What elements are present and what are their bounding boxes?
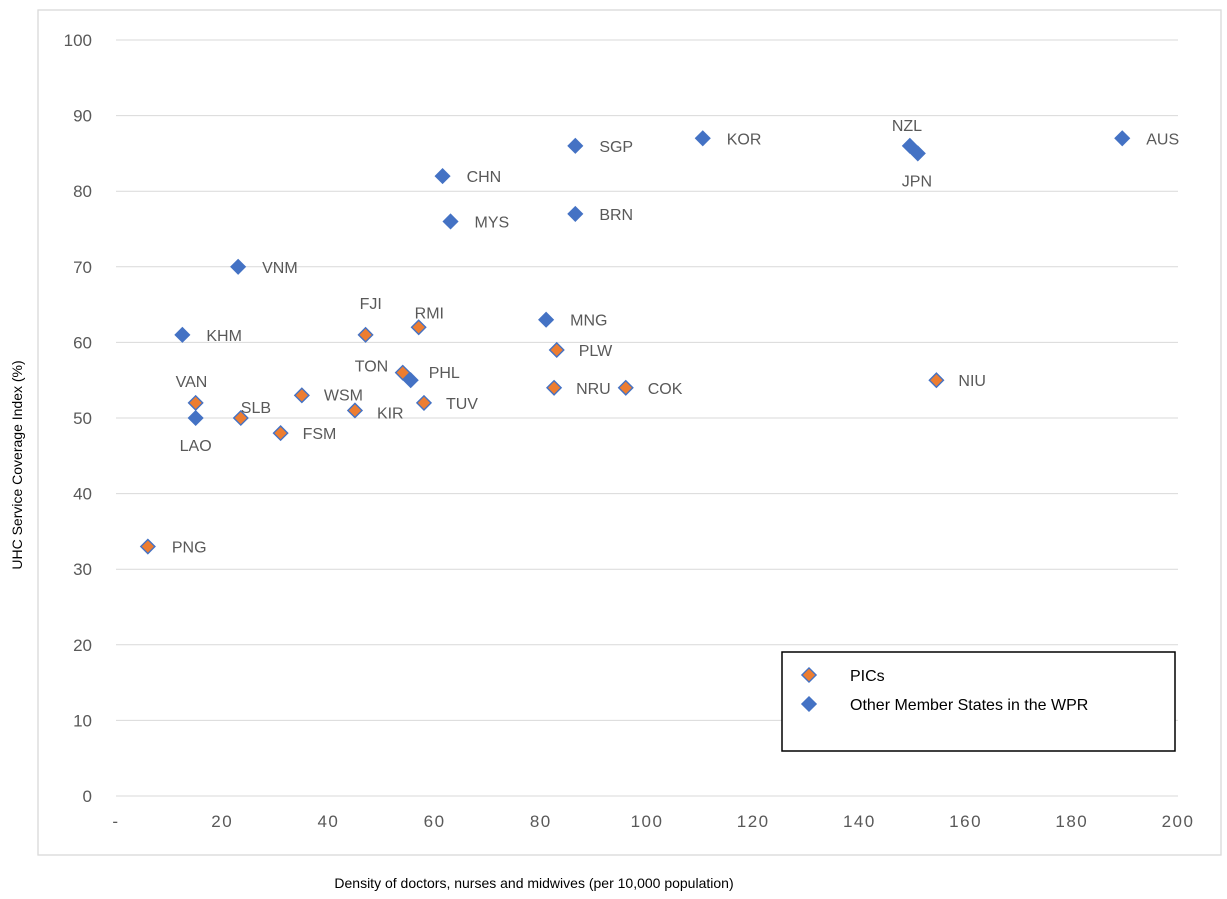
point-label-lao: LAO <box>180 438 212 455</box>
point-lao <box>187 409 204 427</box>
point-label-mys: MYS <box>475 214 510 231</box>
x-axis-ticks: - 20 40 60 80 100 120 140 160 180 200 <box>112 812 1195 831</box>
point-label-jpn: JPN <box>902 173 932 190</box>
legend: PICs Other Member States in the WPR <box>781 651 1176 752</box>
point-sgp <box>567 137 584 154</box>
x-tick-label: 140 <box>843 812 876 831</box>
x-tick-label: 180 <box>1055 812 1088 831</box>
point-fji <box>357 326 374 343</box>
point-label-fsm: FSM <box>303 426 337 443</box>
x-tick-label: 100 <box>631 812 664 831</box>
y-axis-ticks: 0 10 20 30 40 50 60 70 80 90 100 <box>64 31 92 806</box>
point-nzl <box>901 137 918 154</box>
point-png <box>139 538 156 555</box>
point-slb <box>232 409 249 427</box>
point-rmi <box>410 319 427 336</box>
y-tick-label: 90 <box>73 107 92 126</box>
point-label-vnm: VNM <box>262 260 298 277</box>
x-tick-label: 60 <box>424 812 446 831</box>
point-label-slb: SLB <box>241 400 271 417</box>
point-plw <box>548 341 565 359</box>
point-chn <box>434 168 451 185</box>
y-tick-label: 100 <box>64 31 92 50</box>
x-tick-label: 120 <box>737 812 770 831</box>
point-label-ton: TON <box>355 359 388 376</box>
y-tick-label: 10 <box>73 711 92 730</box>
point-label-nzl: NZL <box>892 118 922 135</box>
y-tick-label: 20 <box>73 636 92 655</box>
y-tick-label: 0 <box>83 787 92 806</box>
y-tick-label: 70 <box>73 258 92 277</box>
point-brn <box>567 205 584 222</box>
point-vnm <box>230 258 247 275</box>
point-label-wsm: WSM <box>324 387 363 404</box>
gridlines <box>116 39 1178 797</box>
point-label-aus: AUS <box>1146 131 1179 148</box>
y-tick-label: 50 <box>73 409 92 428</box>
point-labels: PNG VAN SLB FSM WSM KIR FJI TON RMI TUV NRU PLW COK N… <box>172 118 1179 557</box>
point-label-kir: KIR <box>377 405 404 422</box>
point-cok <box>617 379 634 396</box>
point-label-brn: BRN <box>599 207 633 224</box>
point-label-phl: PHL <box>429 365 460 382</box>
point-label-mng: MNG <box>570 313 607 330</box>
point-label-van: VAN <box>176 374 208 391</box>
data-points <box>139 130 1131 555</box>
x-tick-label: 40 <box>317 812 339 831</box>
point-van <box>187 394 204 411</box>
point-ton <box>394 364 411 381</box>
point-kir <box>346 402 364 419</box>
legend-marker-pics <box>800 666 818 684</box>
point-fsm <box>272 425 289 442</box>
x-tick-label: - <box>112 812 119 831</box>
point-mng <box>538 311 555 328</box>
point-label-plw: PLW <box>579 343 613 360</box>
point-phl <box>402 372 419 389</box>
x-tick-label: 160 <box>949 812 982 831</box>
point-label-niu: NIU <box>958 373 986 390</box>
legend-marker-other <box>800 695 818 713</box>
point-khm <box>174 326 191 343</box>
x-tick-label: 80 <box>530 812 552 831</box>
point-tuv <box>415 394 433 411</box>
point-aus <box>1114 130 1131 147</box>
x-tick-label: 200 <box>1162 812 1195 831</box>
point-jpn <box>909 145 926 162</box>
point-wsm <box>293 387 310 404</box>
point-label-sgp: SGP <box>599 139 633 156</box>
point-nru <box>546 379 563 396</box>
point-label-khm: KHM <box>206 328 242 345</box>
y-tick-label: 80 <box>73 182 92 201</box>
point-label-tuv: TUV <box>446 396 478 413</box>
legend-label-other: Other Member States in the WPR <box>850 697 1088 714</box>
legend-label-pics: PICs <box>850 668 885 685</box>
point-label-fji: FJI <box>360 296 382 313</box>
x-tick-label: 20 <box>211 812 233 831</box>
y-tick-label: 40 <box>73 485 92 504</box>
x-axis-title: Density of doctors, nurses and midwives … <box>334 875 733 891</box>
y-tick-label: 60 <box>73 333 92 352</box>
point-label-chn: CHN <box>467 169 502 186</box>
legend-box <box>781 651 1176 752</box>
point-niu <box>928 372 945 389</box>
point-mys <box>442 213 459 230</box>
point-label-cok: COK <box>648 381 683 398</box>
y-axis-title: UHC Service Coverage Index (%) <box>9 360 25 569</box>
point-label-rmi: RMI <box>415 305 444 322</box>
point-label-png: PNG <box>172 540 207 557</box>
point-kor <box>694 130 711 147</box>
y-tick-label: 30 <box>73 560 92 579</box>
point-label-kor: KOR <box>727 131 762 148</box>
point-label-nru: NRU <box>576 381 611 398</box>
